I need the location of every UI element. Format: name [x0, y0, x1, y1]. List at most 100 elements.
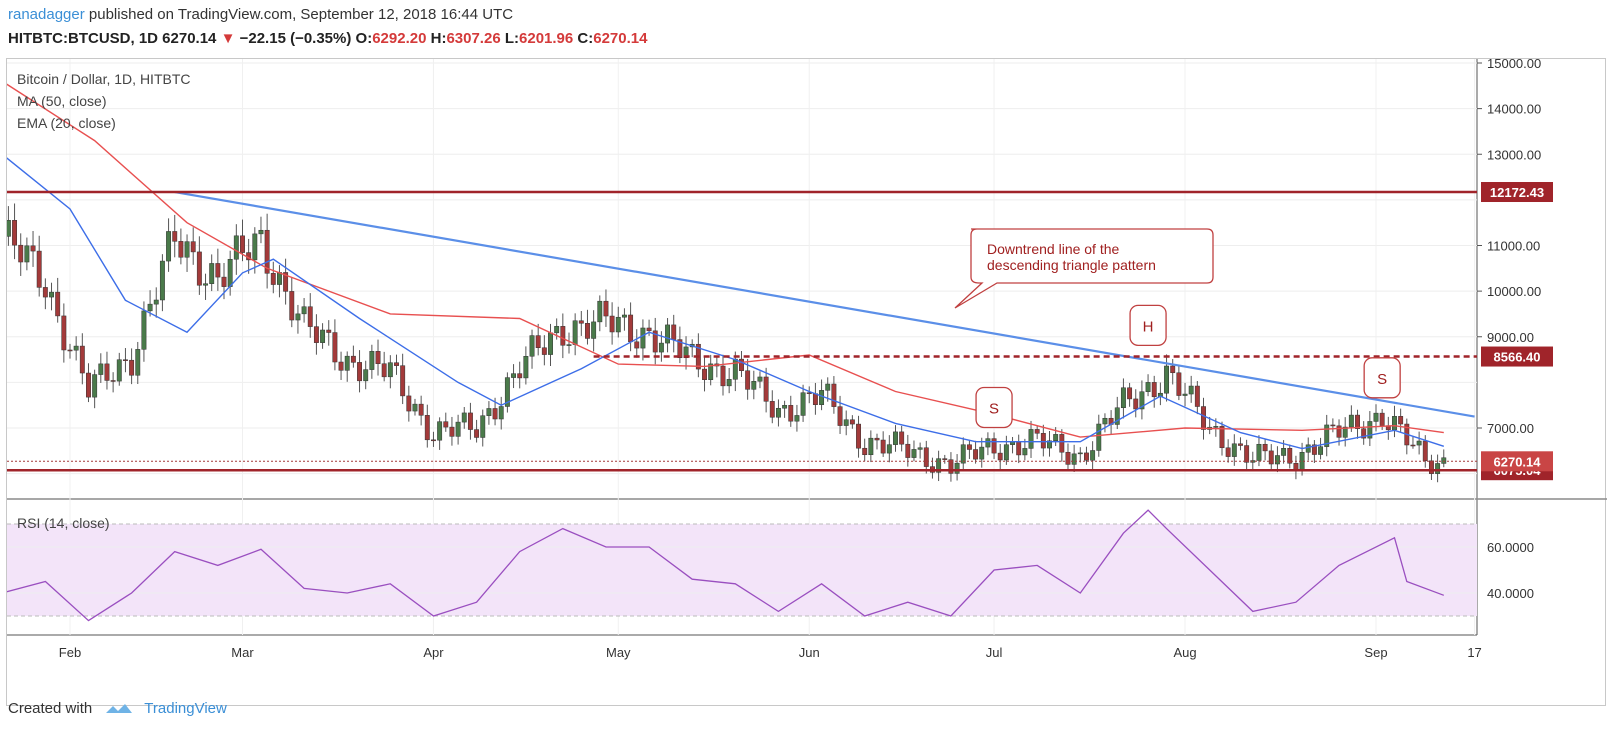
candle-down — [966, 444, 972, 450]
candle-up — [751, 381, 757, 390]
candle-down — [541, 347, 547, 355]
tradingview-brand-link[interactable]: TradingView — [144, 700, 227, 717]
candle-down — [948, 459, 954, 474]
candle-up — [1053, 434, 1059, 442]
symbol: HITBTC:BTCUSD, 1D — [8, 30, 158, 47]
candle-down — [1311, 444, 1317, 455]
candle-down — [18, 244, 24, 263]
candle-down — [720, 365, 726, 387]
candle-up — [498, 406, 504, 420]
candle-down — [1034, 429, 1040, 434]
candle-up — [591, 321, 597, 339]
legend-rsi: RSI (14, close) — [17, 515, 110, 531]
candle-up — [1373, 412, 1379, 422]
candle-up — [1305, 444, 1311, 453]
candle-up — [1114, 407, 1120, 425]
candle-up — [782, 405, 788, 409]
candle-down — [739, 358, 744, 371]
candle-down — [178, 241, 184, 258]
candle-down — [1219, 426, 1225, 449]
candle-up — [98, 363, 104, 375]
candle-down — [652, 330, 658, 353]
rsi-line — [7, 509, 1445, 622]
candle-up — [159, 260, 165, 301]
candle-up — [572, 320, 578, 345]
candle-down — [1244, 445, 1250, 463]
candle-down — [806, 392, 812, 394]
level-price-tag — [1481, 346, 1553, 367]
candle-down — [381, 363, 387, 378]
candle-down — [1361, 428, 1367, 439]
candle-down — [874, 437, 880, 441]
candle-down — [1201, 406, 1206, 430]
candle-down — [1133, 398, 1139, 410]
candle-up — [1164, 365, 1169, 394]
candle-down — [289, 291, 295, 321]
candle-up — [757, 376, 763, 382]
created-with-text: Created with — [8, 700, 93, 717]
candle-up — [1003, 444, 1009, 461]
candle-down — [122, 359, 128, 361]
chart-legend-title: Bitcoin / Dollar, 1D, HITBTC — [17, 71, 191, 87]
candle-up — [1145, 382, 1151, 392]
chart-canvas[interactable]: 15000.00 14000.00 13000.00 11000.00 10000.00… — [7, 59, 1607, 707]
candle-down — [1127, 387, 1133, 400]
candle-up — [1120, 387, 1126, 409]
candle-up — [1392, 416, 1397, 431]
candle-up — [548, 332, 553, 355]
footer: Created with TradingView — [8, 700, 227, 717]
candle-up — [917, 447, 923, 450]
price-tick-label: 14000.00 — [1487, 102, 1541, 117]
price-tick-label: 10000.00 — [1487, 284, 1541, 299]
candle-down — [394, 362, 399, 366]
time-tick-label: Jul — [986, 645, 1003, 660]
candle-down — [1016, 441, 1022, 456]
candle-down — [270, 273, 276, 285]
candle-up — [141, 310, 147, 350]
candle-down — [1379, 412, 1385, 426]
close-label: C: — [577, 30, 594, 47]
candle-up — [1077, 452, 1083, 455]
candle-up — [277, 272, 282, 285]
candle-down — [899, 431, 905, 445]
candle-up — [1441, 457, 1447, 464]
low-label: L: — [504, 30, 520, 47]
candle-down — [585, 323, 590, 339]
candle-up — [954, 462, 960, 474]
downtrend-line[interactable] — [174, 190, 1475, 418]
price-tick-label: 15000.00 — [1487, 59, 1541, 71]
candle-up — [843, 419, 849, 426]
candle-up — [252, 233, 258, 261]
chart-frame[interactable]: 15000.00 14000.00 13000.00 11000.00 10000.00… — [6, 58, 1607, 707]
candle-down — [923, 447, 929, 467]
tradingview-logo-icon[interactable] — [104, 701, 134, 717]
price-tick-label: 13000.00 — [1487, 147, 1541, 162]
candle-down — [1059, 434, 1065, 453]
candle-down — [973, 449, 979, 460]
open-label: O: — [355, 30, 373, 47]
candle-up — [1090, 450, 1096, 461]
open-value: 6292.20 — [372, 30, 427, 47]
candle-down — [42, 287, 48, 298]
candle-up — [775, 407, 781, 418]
candle-down — [313, 326, 319, 343]
price-tick-label: 7000.00 — [1487, 421, 1534, 436]
candle-up — [49, 291, 54, 298]
candle-up — [979, 446, 985, 460]
pattern-marker-label: S — [989, 400, 999, 417]
candle-down — [942, 458, 948, 460]
candle-up — [1416, 440, 1422, 446]
author-link[interactable]: ranadagger — [8, 6, 85, 23]
candle-up — [726, 379, 732, 387]
candle-up — [665, 324, 671, 344]
candle-up — [985, 438, 991, 448]
ma50-line — [7, 83, 1444, 438]
down-arrow-icon: ▼ — [220, 30, 236, 47]
candle-down — [474, 429, 480, 438]
candle-down — [1262, 443, 1268, 452]
candle-down — [880, 439, 886, 454]
rsi-band — [7, 524, 1477, 616]
candle-up — [233, 235, 239, 260]
candle-down — [812, 393, 818, 405]
candle-up — [511, 373, 516, 378]
